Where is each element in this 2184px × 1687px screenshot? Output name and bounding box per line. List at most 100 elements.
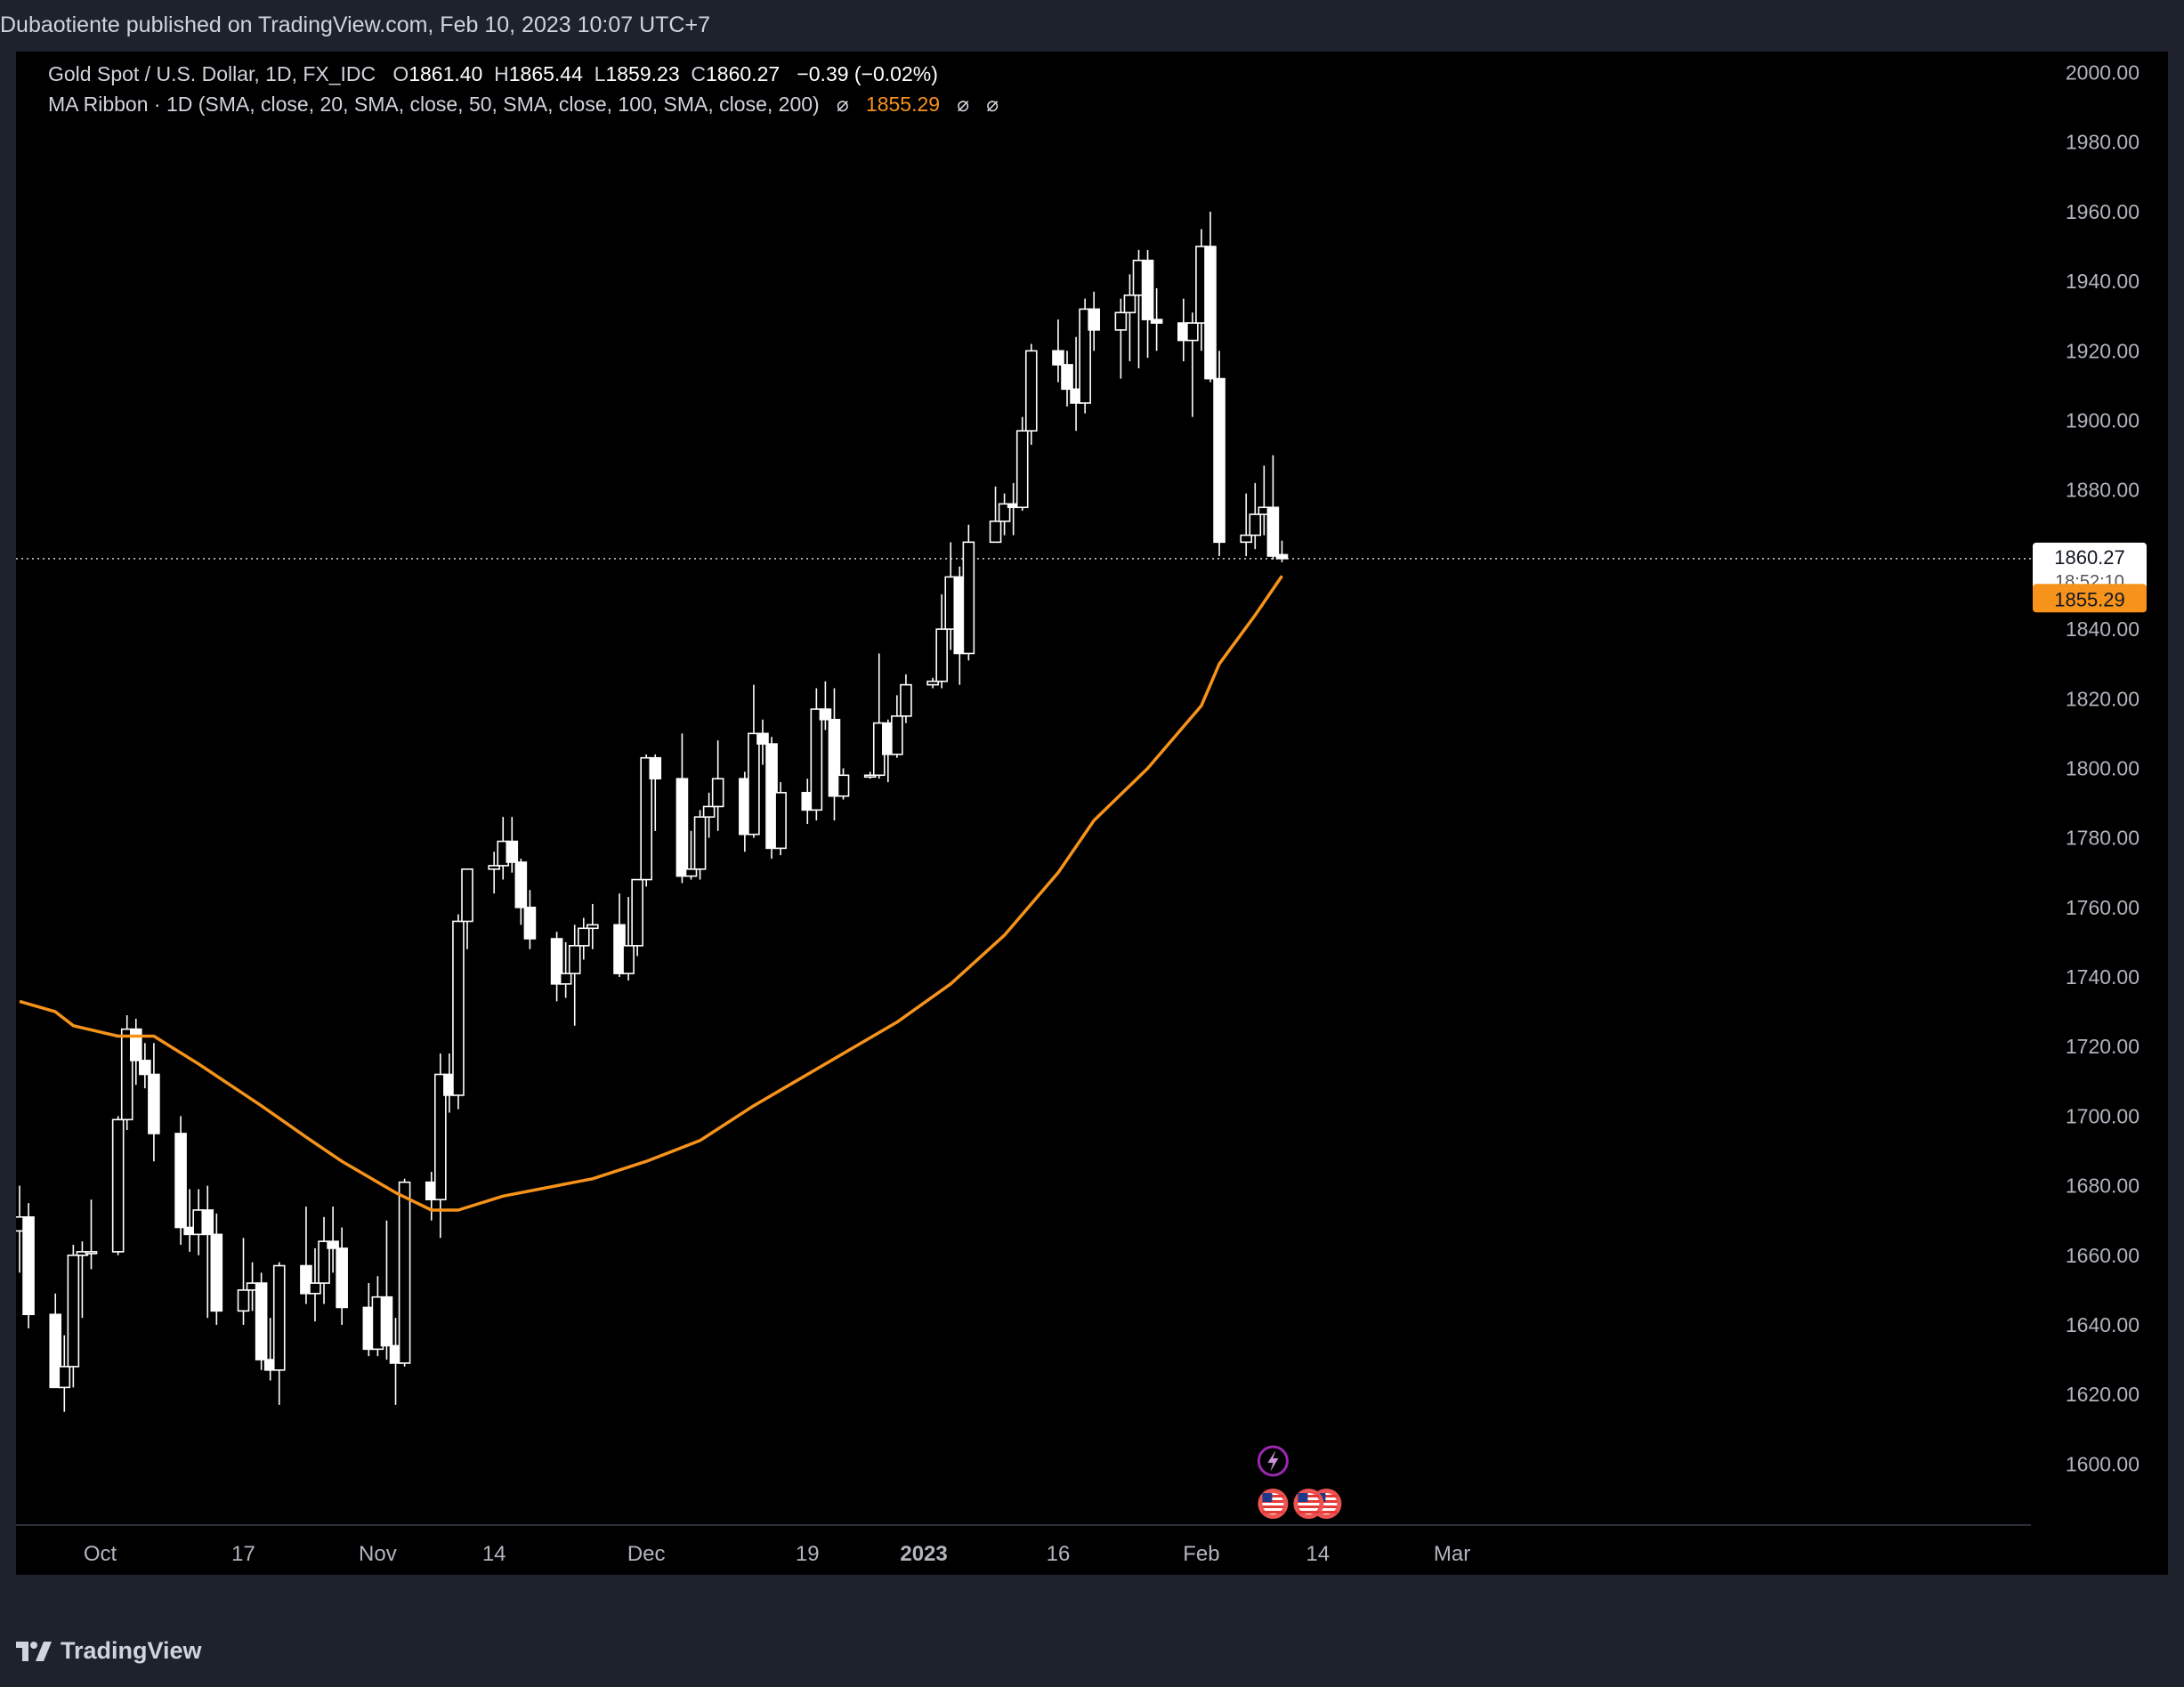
candle[interactable] bbox=[380, 1220, 393, 1360]
candle[interactable] bbox=[872, 653, 886, 779]
candle[interactable] bbox=[693, 810, 707, 880]
candle[interactable] bbox=[998, 493, 1011, 536]
candle[interactable] bbox=[1186, 312, 1199, 417]
candle[interactable] bbox=[1024, 343, 1038, 445]
candle[interactable] bbox=[1132, 249, 1145, 368]
tradingview-logo[interactable]: TradingView bbox=[16, 1637, 202, 1665]
candle[interactable] bbox=[1015, 416, 1029, 512]
candle[interactable] bbox=[559, 941, 572, 998]
candle[interactable] bbox=[139, 1043, 151, 1089]
candle[interactable] bbox=[819, 681, 832, 730]
candle[interactable] bbox=[1213, 351, 1225, 556]
candle[interactable] bbox=[120, 1015, 133, 1131]
candle[interactable] bbox=[1061, 351, 1073, 407]
candle[interactable] bbox=[631, 878, 643, 957]
candle[interactable] bbox=[318, 1216, 330, 1304]
lightning-event-icon[interactable] bbox=[1257, 1445, 1289, 1477]
candle[interactable] bbox=[1052, 319, 1064, 383]
candle[interactable] bbox=[1275, 540, 1289, 562]
candle[interactable] bbox=[192, 1189, 205, 1255]
candle[interactable] bbox=[425, 1171, 438, 1221]
candle[interactable] bbox=[452, 914, 465, 1110]
candle[interactable] bbox=[1240, 493, 1253, 556]
candle[interactable] bbox=[577, 917, 590, 960]
candle[interactable] bbox=[891, 695, 903, 758]
candle[interactable] bbox=[237, 1238, 250, 1325]
time-axis[interactable] bbox=[16, 1525, 2168, 1575]
candle[interactable] bbox=[1088, 291, 1100, 351]
candle[interactable] bbox=[649, 754, 662, 831]
candle[interactable] bbox=[568, 924, 581, 1026]
candle[interactable] bbox=[210, 1213, 223, 1325]
candle[interactable] bbox=[900, 674, 912, 723]
price-axis[interactable] bbox=[2031, 52, 2168, 1575]
candle[interactable] bbox=[488, 852, 500, 894]
candle[interactable] bbox=[1150, 287, 1163, 351]
candle[interactable] bbox=[336, 1227, 348, 1325]
candle[interactable] bbox=[926, 677, 939, 689]
candle[interactable] bbox=[711, 740, 724, 831]
candle[interactable] bbox=[748, 684, 760, 838]
candle[interactable] bbox=[935, 593, 948, 689]
candle[interactable] bbox=[49, 1293, 62, 1389]
symbol-legend[interactable]: Gold Spot / U.S. Dollar, 1D, FX_IDC O186… bbox=[48, 62, 938, 86]
candle[interactable] bbox=[67, 1245, 80, 1388]
candle[interactable] bbox=[1141, 249, 1154, 359]
candle[interactable] bbox=[514, 859, 528, 925]
candle[interactable] bbox=[640, 754, 653, 887]
candle[interactable] bbox=[309, 1247, 321, 1322]
candle[interactable] bbox=[1204, 211, 1217, 383]
candle[interactable] bbox=[174, 1116, 187, 1246]
candle[interactable] bbox=[1079, 298, 1091, 414]
symbol-name[interactable]: Gold Spot / U.S. Dollar, 1D, FX_IDC bbox=[48, 62, 376, 85]
candle[interactable] bbox=[882, 719, 894, 783]
candle[interactable] bbox=[148, 1043, 160, 1162]
candle[interactable] bbox=[774, 782, 787, 856]
candle[interactable] bbox=[684, 830, 698, 880]
candle[interactable] bbox=[1177, 298, 1190, 362]
candle[interactable] bbox=[58, 1335, 71, 1412]
candle[interactable] bbox=[506, 817, 519, 873]
candle[interactable] bbox=[828, 688, 841, 821]
candle[interactable] bbox=[497, 817, 510, 880]
candle[interactable] bbox=[613, 893, 626, 978]
candle[interactable] bbox=[443, 1053, 456, 1113]
candle[interactable] bbox=[1123, 274, 1136, 362]
ma-price-label[interactable]: 1855.29 bbox=[2033, 584, 2147, 613]
candle[interactable] bbox=[622, 897, 635, 981]
candle[interactable] bbox=[810, 688, 823, 821]
candle[interactable] bbox=[300, 1207, 312, 1304]
candle[interactable] bbox=[863, 771, 877, 779]
candle[interactable] bbox=[962, 524, 975, 661]
candle[interactable] bbox=[327, 1207, 339, 1273]
candle[interactable] bbox=[837, 768, 850, 800]
candle[interactable] bbox=[1114, 298, 1128, 379]
chart-pane[interactable]: 2000.00 1980.00 1960.00 1940.00 1920.00 1900.… bbox=[16, 52, 2168, 1575]
candlestick-chart[interactable]: 2000.00 1980.00 1960.00 1940.00 1920.00 1900.… bbox=[16, 52, 2168, 1575]
candle[interactable] bbox=[398, 1178, 411, 1367]
candle[interactable] bbox=[85, 1199, 98, 1270]
ma-ribbon-line[interactable] bbox=[19, 575, 1283, 1212]
candle[interactable] bbox=[675, 733, 689, 884]
candle[interactable] bbox=[1266, 455, 1280, 560]
candle[interactable] bbox=[953, 566, 967, 685]
candle[interactable] bbox=[586, 903, 599, 949]
candle[interactable] bbox=[1249, 482, 1262, 550]
candle[interactable] bbox=[434, 1053, 447, 1239]
candle[interactable] bbox=[22, 1203, 35, 1328]
candle[interactable] bbox=[111, 1116, 125, 1255]
candle[interactable] bbox=[523, 890, 537, 949]
candle[interactable] bbox=[989, 486, 1002, 544]
us-flag-event-icon[interactable] bbox=[1258, 1489, 1289, 1519]
us-flag-event-icon[interactable] bbox=[1293, 1489, 1324, 1519]
candle[interactable] bbox=[255, 1272, 268, 1370]
candle[interactable] bbox=[272, 1262, 286, 1405]
candle[interactable] bbox=[371, 1276, 384, 1357]
indicator-legend[interactable]: MA Ribbon · 1D (SMA, close, 20, SMA, clo… bbox=[48, 93, 999, 117]
candle[interactable] bbox=[756, 719, 769, 765]
candle[interactable] bbox=[550, 932, 563, 1002]
candle[interactable] bbox=[362, 1283, 376, 1357]
indicator-name[interactable]: MA Ribbon · 1D (SMA, close, 20, SMA, clo… bbox=[48, 93, 820, 116]
candle[interactable] bbox=[702, 792, 716, 838]
candle[interactable] bbox=[461, 868, 473, 949]
